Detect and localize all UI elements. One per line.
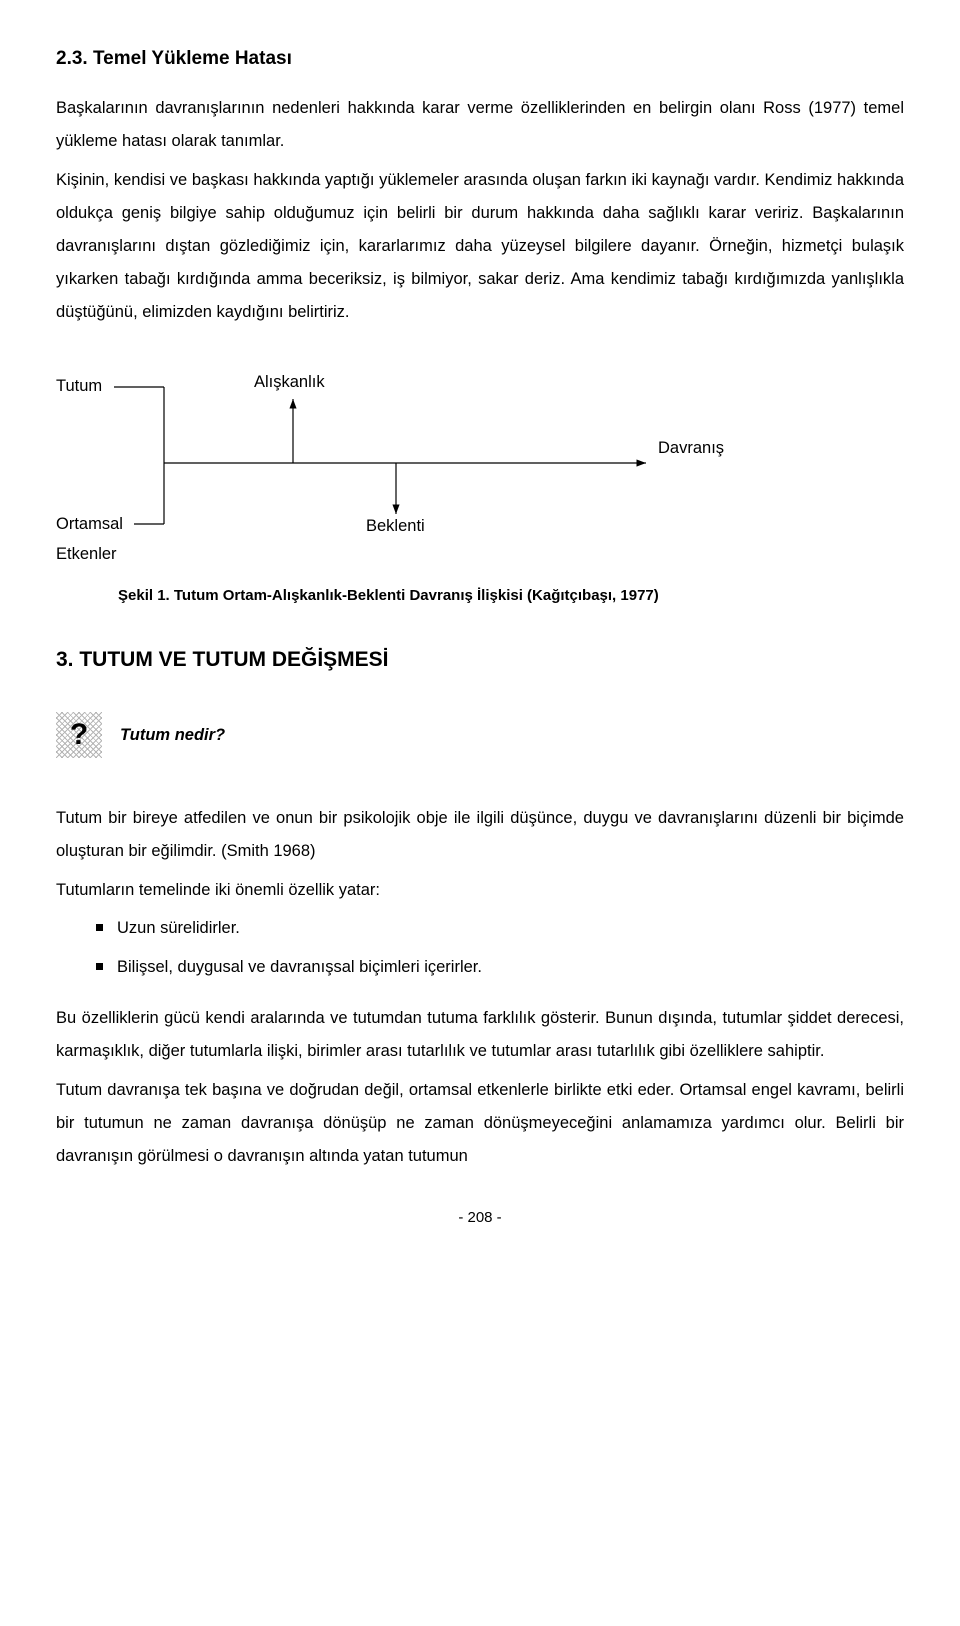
section-heading-3: 3. TUTUM VE TUTUM DEĞİŞMESİ	[56, 648, 904, 672]
question-text: Tutum nedir?	[120, 726, 225, 745]
diagram-tutum-davranis: Tutum Alışkanlık Davranış Ortamsal Etken…	[56, 369, 904, 569]
diagram-label-beklenti: Beklenti	[366, 517, 425, 536]
list-item-text: Uzun sürelidirler.	[117, 913, 240, 944]
page-number: - 208 -	[56, 1209, 904, 1226]
diagram-label-etkenler: Etkenler	[56, 545, 117, 564]
paragraph: Kişinin, kendisi ve başkası hakkında yap…	[56, 164, 904, 329]
bullet-icon	[96, 924, 103, 931]
list-item: Bilişsel, duygusal ve davranışsal biçiml…	[96, 952, 904, 983]
paragraph: Tutumların temelinde iki önemli özellik …	[56, 874, 904, 907]
question-callout: ? Tutum nedir?	[56, 712, 904, 758]
list-item: Uzun sürelidirler.	[96, 913, 904, 944]
bullet-list: Uzun sürelidirler. Bilişsel, duygusal ve…	[56, 913, 904, 984]
list-item-text: Bilişsel, duygusal ve davranışsal biçiml…	[117, 952, 482, 983]
diagram-label-davranis: Davranış	[658, 439, 724, 458]
figure-caption: Şekil 1. Tutum Ortam-Alışkanlık-Beklenti…	[118, 587, 904, 604]
diagram-label-aliskanlik: Alışkanlık	[254, 373, 325, 392]
paragraph: Başkalarının davranışlarının nedenleri h…	[56, 92, 904, 158]
paragraph: Tutum bir bireye atfedilen ve onun bir p…	[56, 802, 904, 868]
paragraph: Tutum davranışa tek başına ve doğrudan d…	[56, 1074, 904, 1173]
diagram-label-tutum: Tutum	[56, 377, 102, 396]
paragraph: Bu özelliklerin gücü kendi aralarında ve…	[56, 1002, 904, 1068]
bullet-icon	[96, 963, 103, 970]
diagram-label-ortamsal: Ortamsal	[56, 515, 123, 534]
diagram-lines	[56, 369, 916, 569]
question-mark-icon: ?	[56, 712, 102, 758]
section-heading-2-3: 2.3. Temel Yükleme Hatası	[56, 48, 904, 70]
